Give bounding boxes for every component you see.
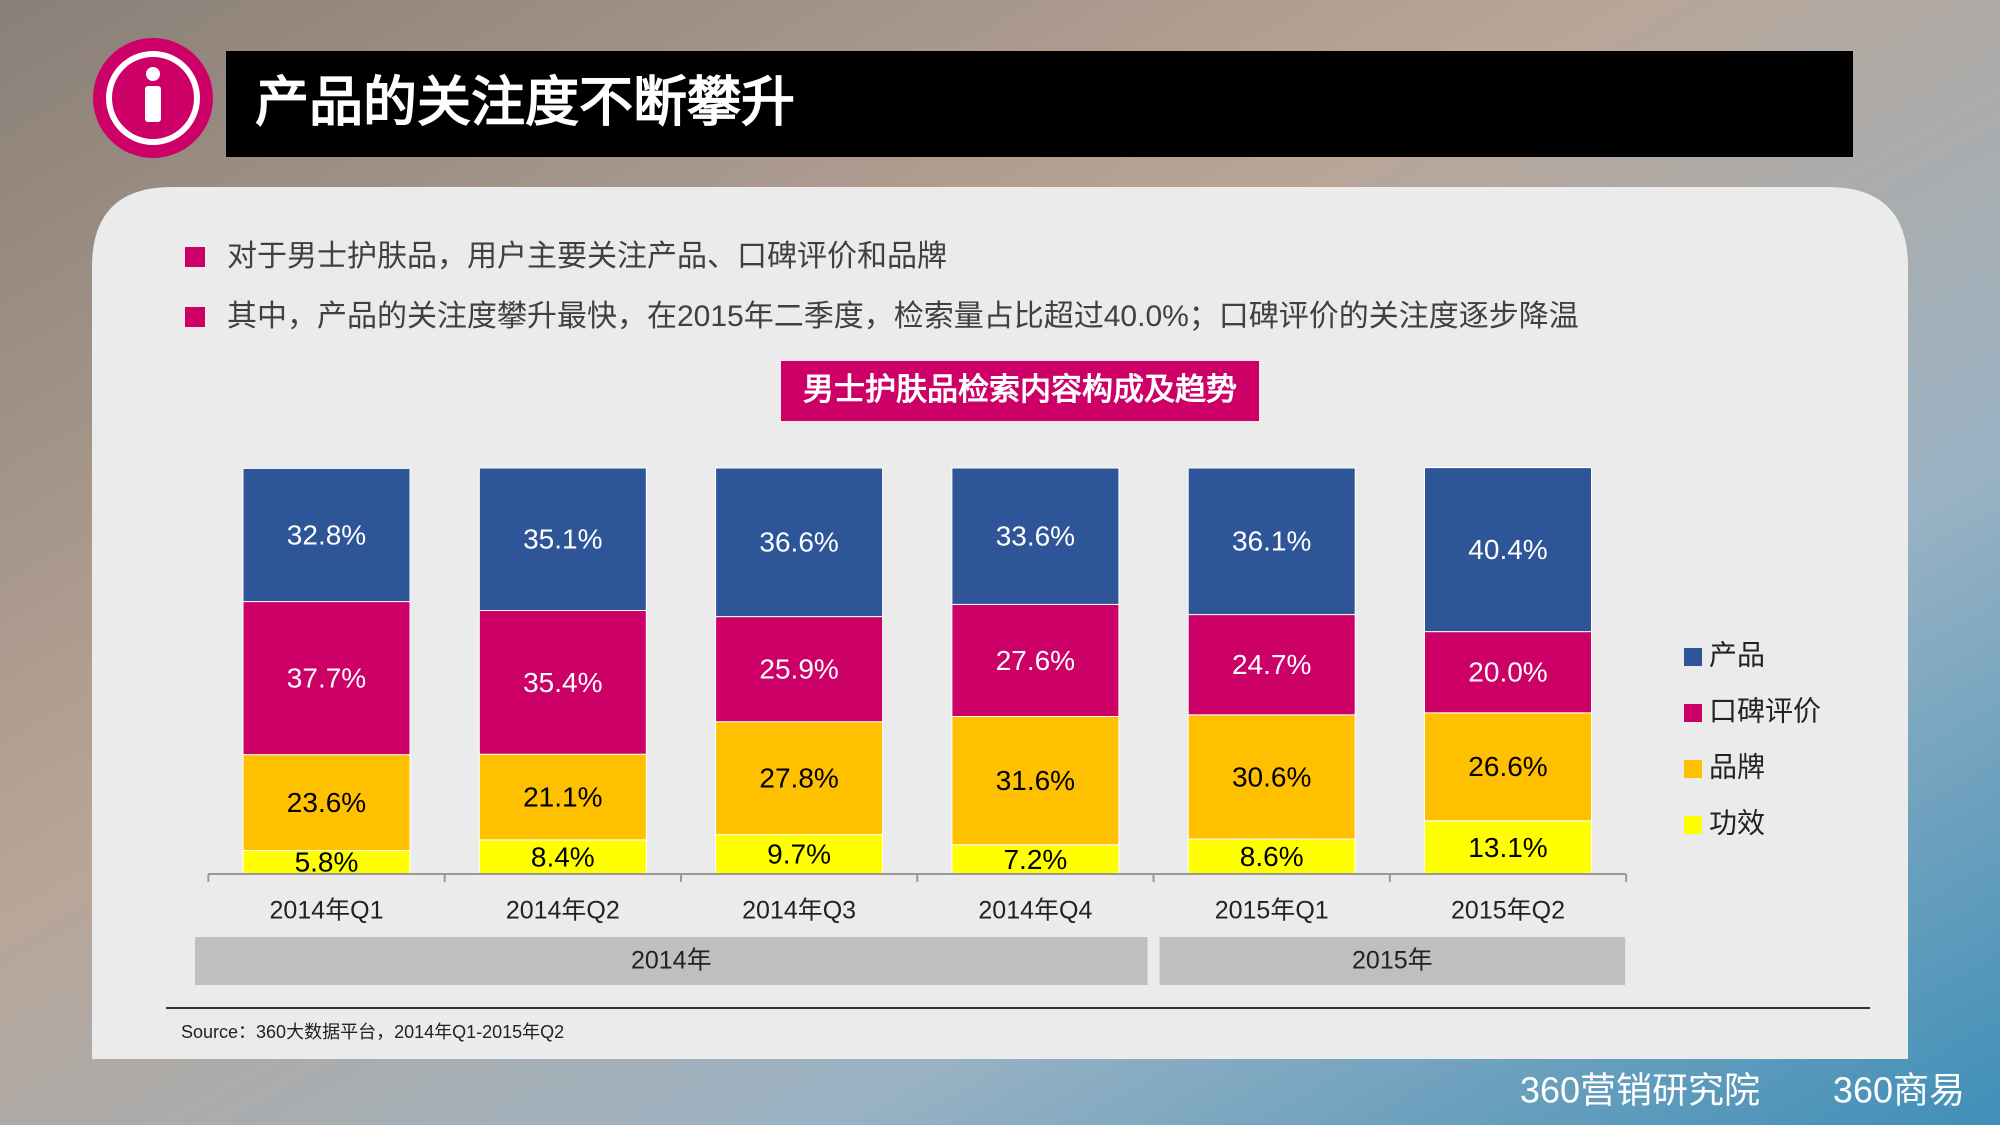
data-label: 33.6%: [996, 521, 1075, 552]
bar-segment: [1424, 467, 1592, 633]
bar-segment: [478, 839, 647, 875]
legend-label: 功效: [1709, 807, 1765, 838]
data-label: 31.6%: [996, 765, 1075, 796]
legend-swatch: [1684, 816, 1702, 834]
page-title: 产品的关注度不断攀升: [255, 72, 795, 132]
data-label: 27.6%: [996, 645, 1075, 676]
data-label: 5.8%: [295, 847, 359, 878]
group-band: [1159, 937, 1626, 985]
footer-logo: 360营销研究院: [1520, 1070, 1760, 1111]
data-label: 9.7%: [767, 839, 831, 870]
bar-segment: [1424, 631, 1592, 714]
x-tick-label: 2014年Q2: [506, 897, 620, 925]
legend-swatch: [1684, 760, 1702, 778]
legend-label: 品牌: [1709, 751, 1765, 782]
data-label: 30.6%: [1232, 761, 1311, 792]
icon-ring: [106, 51, 200, 145]
bullet: 对于男士护肤品，用户主要关注产品、口碑评价和品牌: [227, 240, 947, 273]
bar-segment: [715, 834, 884, 875]
group-label: 2015年: [1352, 947, 1433, 975]
data-label: 35.1%: [523, 524, 602, 555]
legend-swatch: [1684, 648, 1702, 666]
data-label: 26.6%: [1468, 751, 1547, 782]
chart-title: 男士护肤品检索内容构成及趋势: [803, 372, 1237, 407]
bar-segment: [242, 601, 411, 756]
data-label: 25.9%: [759, 654, 838, 685]
x-tick-label: 2014年Q3: [742, 897, 856, 925]
icon-body: [145, 86, 161, 122]
data-label: 20.0%: [1468, 657, 1547, 688]
bar-segment: [715, 467, 884, 618]
data-label: 32.8%: [287, 519, 366, 550]
bar-segment: [242, 467, 411, 603]
data-label: 27.8%: [759, 763, 838, 794]
data-label: 24.7%: [1232, 649, 1311, 680]
bar-segment: [715, 616, 884, 723]
group-label: 2014年: [631, 947, 712, 975]
bar-segment: [478, 467, 647, 612]
group-band: [195, 937, 1148, 985]
data-label: 8.4%: [531, 841, 595, 872]
bullet-marker: [185, 247, 205, 267]
data-label: 23.6%: [287, 787, 366, 818]
footer-logo: 360商易: [1833, 1070, 1965, 1111]
bar-segment: [1187, 838, 1356, 875]
bar-segment: [478, 610, 647, 755]
data-label: 7.2%: [1003, 844, 1067, 875]
bullet: 其中，产品的关注度攀升最快，在2015年二季度，检索量占比超过40.0%；口碑评…: [227, 300, 1579, 333]
data-label: 35.4%: [523, 667, 602, 698]
data-label: 36.1%: [1232, 526, 1311, 557]
bar-segment: [951, 603, 1120, 717]
data-label: 13.1%: [1468, 832, 1547, 863]
bar-segment: [951, 467, 1120, 605]
x-tick-label: 2014年Q1: [270, 897, 384, 925]
data-label: 8.6%: [1240, 841, 1304, 872]
data-label: 37.7%: [287, 662, 366, 693]
chart-title-box: [781, 361, 1259, 421]
bar-segment: [951, 844, 1120, 875]
bar-segment: [242, 754, 411, 851]
bar-segment: [1424, 820, 1592, 875]
x-tick-label: 2014年Q4: [978, 897, 1092, 925]
data-label: 40.4%: [1468, 534, 1547, 565]
legend-swatch: [1684, 704, 1702, 722]
x-tick-label: 2015年Q1: [1215, 897, 1329, 925]
data-label: 36.6%: [759, 527, 838, 558]
legend-label: 产品: [1709, 639, 1765, 670]
bar-segment: [951, 715, 1120, 846]
data-label: 21.1%: [523, 781, 602, 812]
icon-head: [146, 67, 160, 81]
bar-segment: [1187, 467, 1356, 616]
bar-segment: [1424, 712, 1592, 822]
legend-label: 口碑评价: [1709, 695, 1821, 726]
bullet-marker: [185, 307, 205, 327]
bar-segment: [1187, 714, 1356, 840]
bar-segment: [1187, 614, 1356, 716]
x-tick-label: 2015年Q2: [1451, 897, 1565, 925]
title-bar: [226, 51, 1853, 157]
source: Source：360大数据平台，2014年Q1-2015年Q2: [181, 1022, 564, 1042]
